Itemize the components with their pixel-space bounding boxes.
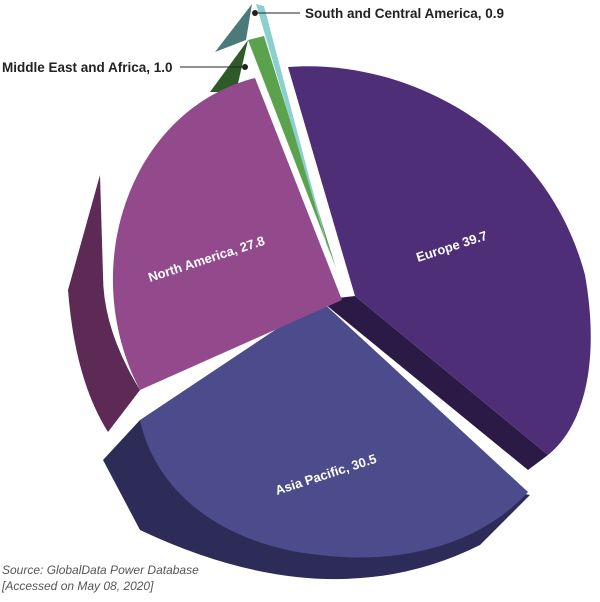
south-central-america-slice (256, 4, 330, 256)
middle-east-africa-label: Middle East and Africa, 1.0 (2, 60, 173, 75)
source-note: Source: GlobalData Power Database [Acces… (2, 562, 199, 594)
callouts (180, 10, 300, 70)
south-central-america-leader-dot (252, 10, 258, 16)
north-america-side (68, 175, 140, 432)
asia-pacific-slice (140, 300, 528, 558)
middle-east-africa-slice (248, 36, 336, 268)
middle-east-africa-side (210, 40, 248, 92)
source-line-2: [Accessed on May 08, 2020] (2, 579, 154, 593)
europe-slice (288, 66, 591, 456)
south-central-america-label: South and Central America, 0.9 (305, 6, 504, 21)
north-america-slice (112, 78, 342, 390)
middle-east-africa-leader-dot (242, 64, 248, 70)
slice-tops (112, 4, 591, 558)
source-line-1: Source: GlobalData Power Database (2, 563, 199, 577)
europe-side (320, 296, 548, 470)
south-central-america-side (215, 4, 252, 52)
